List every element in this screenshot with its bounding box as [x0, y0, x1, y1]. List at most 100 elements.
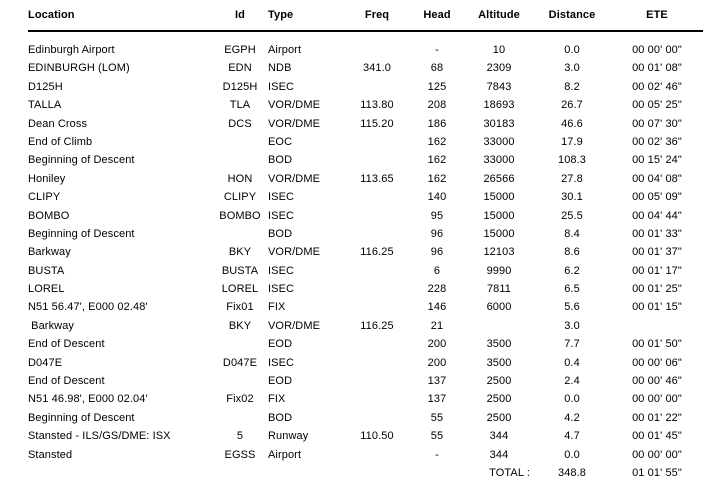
table-cell: ISEC [268, 191, 295, 204]
table-cell: 2500 [486, 411, 512, 424]
table-cell: 00 01' 45" [632, 430, 682, 443]
table-cell: BOD [268, 227, 293, 240]
table-cell: 55 [430, 411, 444, 424]
table-cell: 00 01' 37" [632, 246, 682, 259]
table-cell: 6000 [486, 301, 512, 314]
table-cell: BOD [268, 411, 293, 424]
table-cell: 30183 [483, 117, 515, 130]
table-cell: ISEC [268, 80, 295, 93]
table-cell: 3500 [486, 338, 512, 351]
table-cell: 46.6 [561, 117, 583, 130]
table-row: Dean Cross DCS VOR/DME 115.20 186 30183 46.6 00… [28, 115, 703, 133]
column-header-freq: Freq [364, 9, 390, 21]
table-cell [345, 225, 409, 243]
table-cell [345, 446, 409, 464]
table-cell: End of Descent [28, 375, 105, 388]
table-row: CLIPY CLIPY ISEC 140 15000 30.1 00 05' 09" [28, 188, 703, 206]
table-row: TALLA TLA VOR/DME 113.80 208 18693 26.7 00 05' … [28, 96, 703, 114]
table-cell: CLIPY [28, 191, 61, 204]
table-row: D047E D047E ISEC 200 3500 0.4 00 00' 06" [28, 354, 703, 372]
table-cell: 00 02' 46" [632, 80, 682, 93]
table-cell: 33000 [483, 154, 515, 167]
table-cell: 0.0 [564, 44, 580, 56]
table-cell: 12103 [483, 246, 515, 259]
table-cell: FIX [268, 393, 286, 406]
table-cell: 68 [430, 62, 444, 75]
table-row: End of Climb EOC 162 33000 17.9 00 02' 36" [28, 133, 703, 151]
table-row: Barkway BKY VOR/DME 116.25 21 3.0 [28, 317, 703, 335]
table-cell [611, 317, 703, 335]
table-cell: 2500 [486, 375, 512, 388]
table-row: Barkway BKY VOR/DME 116.25 96 12103 8.6 00 01' … [28, 243, 703, 261]
table-row: D125H D125H ISEC 125 7843 8.2 00 02' 46" [28, 78, 703, 96]
table-cell: 00 01' 33" [632, 227, 682, 240]
table-cell: TALLA [28, 99, 62, 112]
table-cell: EOD [268, 338, 293, 351]
table-cell: - [435, 448, 439, 461]
table-cell: D125H [222, 80, 258, 93]
table-cell: 108.3 [557, 154, 587, 167]
table-cell: BOD [268, 154, 293, 167]
table-cell: 344 [489, 430, 509, 443]
table-cell: 15000 [483, 227, 515, 240]
table-cell: LOREL [221, 283, 259, 296]
table-cell: 00 01' 25" [632, 283, 682, 296]
table-cell: EDN [228, 62, 252, 75]
table-cell: Stansted - ILS/GS/DME: ISX [28, 430, 171, 443]
table-cell [345, 280, 409, 298]
total-row: TOTAL : 348.8 01 01' 55" [28, 464, 703, 482]
column-header-distance: Distance [548, 9, 596, 21]
table-cell: 228 [427, 283, 447, 296]
table-cell [345, 390, 409, 408]
table-cell: LOREL [28, 283, 65, 296]
table-cell: TLA [229, 99, 251, 112]
table-cell: ISEC [268, 283, 295, 296]
table-cell: 26566 [483, 172, 515, 185]
table-cell: EGPH [224, 44, 256, 56]
table-row: Beginning of Descent BOD 162 33000 108.3 00 1… [28, 151, 703, 169]
table-cell: 125 [427, 80, 447, 93]
table-cell: 00 00' 06" [632, 356, 682, 369]
table-cell: End of Descent [28, 338, 105, 351]
table-row: End of Descent EOD 137 2500 2.4 00 00' 46" [28, 372, 703, 390]
table-cell: Stansted [28, 448, 73, 461]
table-cell: BKY [228, 319, 252, 332]
table-cell: 4.7 [564, 430, 580, 443]
table-cell: 116.25 [360, 319, 394, 332]
table-header-row: Location Id Type Freq Head Altitude Dist… [28, 9, 703, 32]
flight-plan-report: Location Id Type Freq Head Altitude Dist… [28, 9, 703, 482]
table-cell: N51 56.47', E000 02.48' [28, 301, 148, 314]
table-cell: Fix01 [226, 301, 254, 314]
table-cell: BUSTA [221, 264, 259, 277]
table-row: Stansted - ILS/GS/DME: ISX 5 Runway 110.50 5… [28, 427, 703, 445]
table-cell: DCS [228, 117, 252, 130]
table-row: LOREL LOREL ISEC 228 7811 6.5 00 01' 25" [28, 280, 703, 298]
table-cell: 146 [427, 301, 447, 314]
table-cell: 7843 [486, 80, 512, 93]
column-header-ete: ETE [646, 9, 668, 21]
table-cell [345, 409, 409, 427]
table-cell: EOD [268, 375, 293, 388]
table-cell: 113.80 [360, 99, 394, 112]
table-cell: 3.0 [564, 319, 580, 332]
table-cell: 8.6 [564, 246, 580, 259]
table-cell: 8.2 [564, 80, 580, 93]
table-cell: BOMBO [219, 209, 261, 222]
table-cell [212, 335, 268, 353]
table-cell: VOR/DME [268, 319, 321, 332]
table-row: Stansted EGSS Airport - 344 0.0 00 00' 00" [28, 446, 703, 464]
table-cell: 26.7 [561, 99, 583, 112]
column-header-altitude: Altitude [478, 9, 520, 21]
table-cell [345, 207, 409, 225]
table-cell: 162 [427, 154, 447, 167]
table-cell [345, 78, 409, 96]
table-cell: 9990 [486, 264, 512, 277]
table-cell: Dean Cross [28, 117, 88, 130]
table-cell: 7.7 [564, 338, 580, 351]
table-cell: 00 01' 15" [632, 301, 682, 314]
table-cell [345, 372, 409, 390]
table-cell: 116.25 [360, 246, 394, 259]
column-header-id: Id [235, 9, 245, 21]
total-ete-value: 01 01' 55" [632, 466, 682, 479]
table-cell [345, 151, 409, 169]
